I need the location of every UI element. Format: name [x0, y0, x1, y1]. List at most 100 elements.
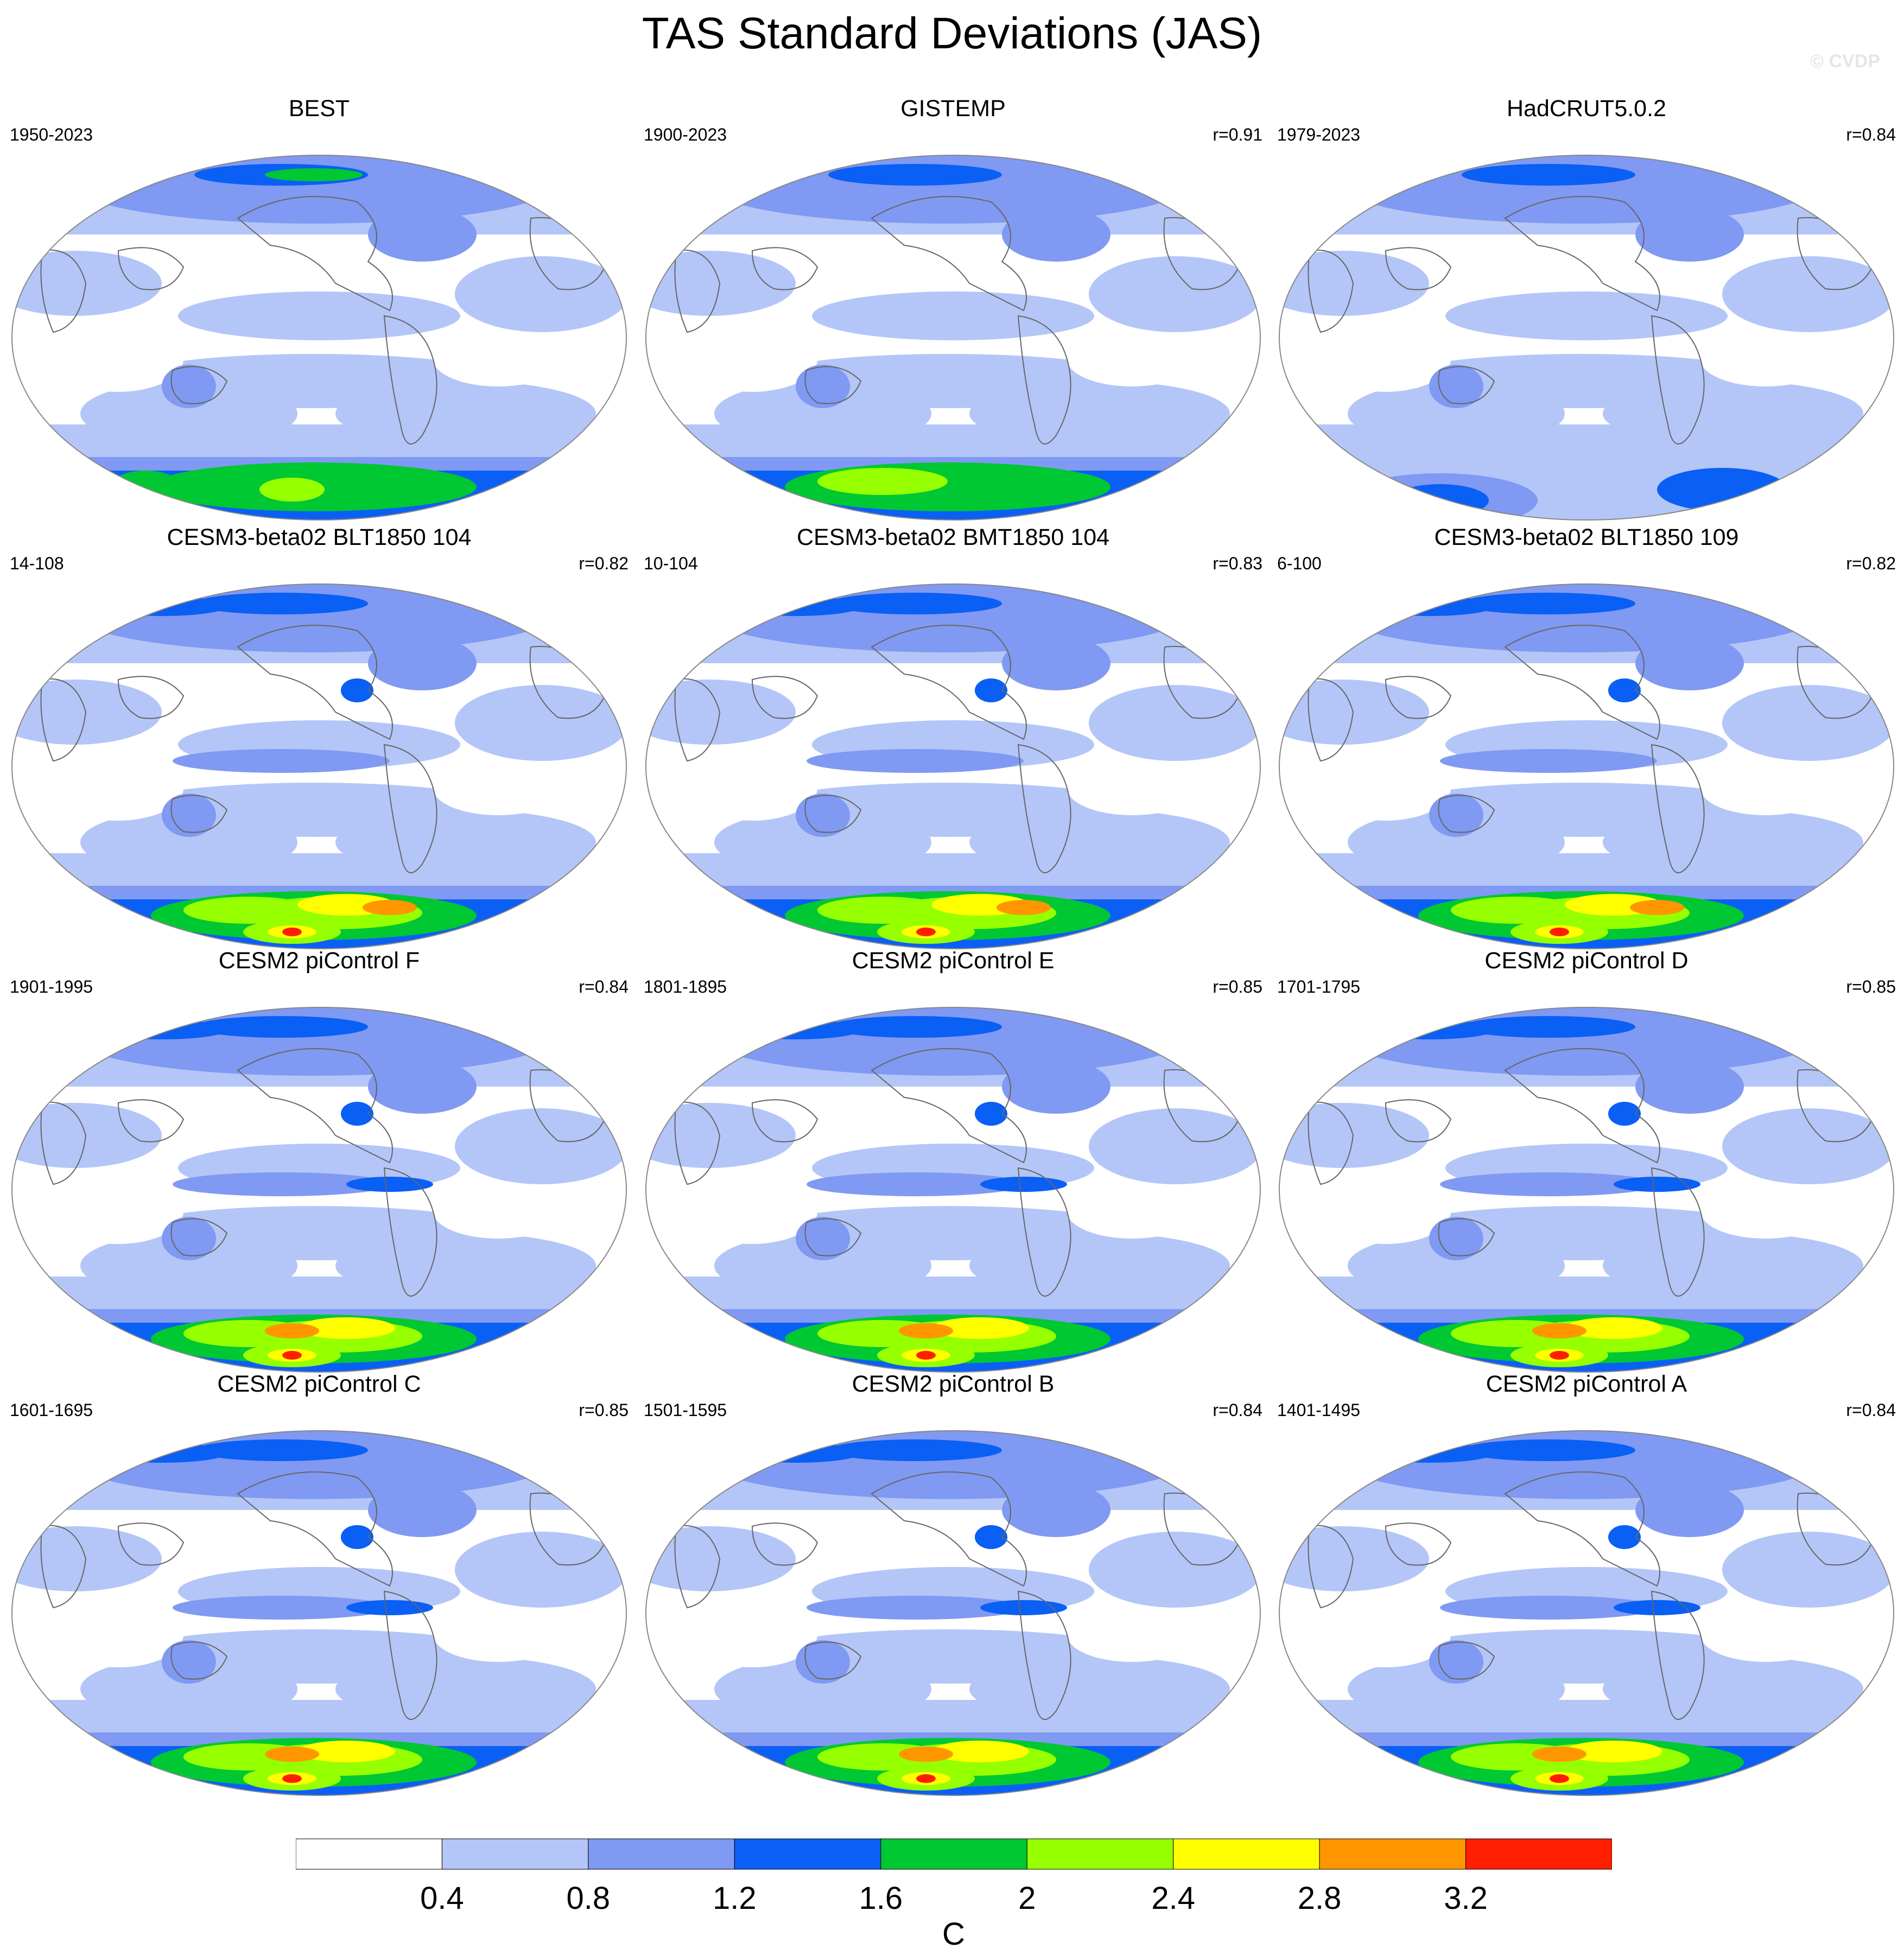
continent-outline: [383, 744, 437, 873]
field-blob: [194, 593, 368, 614]
continent-outline: [1651, 744, 1705, 873]
field-blob: [687, 1602, 817, 1667]
map-panel: CESM2 piControl D 1701-1795 r=0.85: [1277, 945, 1896, 1380]
field-blob: [1391, 484, 1489, 517]
field-blob: [1700, 332, 1831, 386]
figure-title: TAS Standard Deviations (JAS): [642, 9, 1262, 58]
panel-correlation: r=0.84: [1213, 1400, 1262, 1420]
panel-title: CESM2 piControl E: [852, 948, 1055, 974]
panel-years: 1979-2023: [1277, 125, 1361, 144]
field-blob: [194, 1439, 368, 1461]
map-panel: CESM2 piControl F 1901-1995 r=0.84: [10, 945, 629, 1380]
field-blob: [1002, 1059, 1110, 1114]
field-blob: [1462, 1016, 1635, 1038]
panel-correlation: r=0.84: [579, 977, 629, 996]
map-border: [11, 155, 627, 521]
field-blob: [1462, 1439, 1635, 1461]
field-blob: [433, 761, 563, 815]
colorbar-tick-label: 3.2: [1444, 1881, 1488, 1916]
field-blob: [1067, 761, 1197, 815]
field-blob: [341, 678, 373, 702]
field-blob: [975, 1525, 1007, 1549]
continent-outline: [117, 1522, 185, 1566]
field-blob: [368, 207, 477, 262]
field-blob: [731, 1020, 861, 1039]
map-panel: CESM2 piControl A 1401-1495 r=0.84: [1277, 1369, 1896, 1803]
field-blob: [1608, 1102, 1641, 1126]
world-map: [645, 155, 1261, 521]
field-blob: [1635, 207, 1744, 262]
panel-years: 1401-1495: [1277, 1400, 1361, 1420]
continent-outline: [40, 1101, 87, 1185]
panel-years: 10-104: [644, 554, 698, 573]
panel-years: 1901-1995: [10, 977, 93, 996]
map-border: [645, 1430, 1261, 1796]
colorbar-tick-label: 2.4: [1151, 1881, 1195, 1916]
panel-title: CESM3-beta02 BLT1850 104: [167, 524, 472, 550]
colorbar-tick-label: 1.2: [713, 1881, 757, 1916]
map-panel: GISTEMP 1900-2023 r=0.91: [644, 93, 1262, 528]
field-blob: [265, 1747, 319, 1762]
colorbar-bin: [1173, 1838, 1320, 1870]
panel-years: 1701-1795: [1277, 977, 1361, 996]
continent-outline: [1308, 249, 1354, 333]
panel-years: 1601-1695: [10, 1400, 93, 1420]
map-panel: CESM3-beta02 BLT1850 109 6-100 r=0.82: [1277, 522, 1896, 956]
field-blob: [97, 1443, 227, 1463]
continent-outline: [1385, 676, 1452, 719]
field-blob: [162, 1640, 216, 1684]
field-blob: [1635, 1483, 1744, 1537]
continent-outline: [871, 1471, 1027, 1587]
colorbar-bin: [441, 1838, 589, 1870]
field-blob: [455, 1532, 626, 1608]
map-border: [11, 583, 627, 949]
field-blob: [1462, 593, 1635, 614]
colorbar-bin: [734, 1838, 881, 1870]
field-blob: [1002, 1483, 1110, 1537]
field-blob: [1002, 636, 1110, 690]
field-blob: [341, 1102, 373, 1126]
field-blob: [368, 1483, 477, 1537]
field-blob: [1550, 1351, 1569, 1360]
field-blob: [916, 1774, 936, 1783]
continent-outline: [1017, 744, 1071, 873]
field-blob: [980, 1177, 1067, 1192]
world-map: [11, 155, 627, 521]
field-blob: [1565, 1741, 1662, 1762]
map-panel: CESM3-beta02 BLT1850 104 14-108 r=0.82: [10, 522, 629, 956]
field-blob: [975, 1102, 1007, 1126]
continent-outline: [1308, 678, 1354, 762]
field-blob: [259, 478, 325, 502]
continent-outline: [170, 1641, 228, 1680]
panel-years: 1501-1595: [644, 1400, 727, 1420]
field-blob: [1614, 1177, 1700, 1192]
field-blob: [1321, 1179, 1451, 1244]
panel-title: CESM2 piControl C: [217, 1371, 421, 1397]
colorbar-bin: [1026, 1838, 1174, 1870]
panel-correlation: r=0.85: [579, 1400, 629, 1420]
field-blob: [828, 593, 1002, 614]
field-blob: [1657, 468, 1787, 511]
field-blob: [1089, 256, 1260, 332]
field-blob: [1089, 1532, 1260, 1608]
field-blob: [931, 1741, 1029, 1762]
field-blob: [807, 1172, 1024, 1196]
colorbar-units: C: [942, 1916, 965, 1952]
continent-outline: [1504, 625, 1660, 740]
field-blob: [1440, 1596, 1657, 1620]
field-blob: [1429, 1217, 1483, 1260]
field-blob: [1700, 761, 1831, 815]
panel-title: CESM2 piControl A: [1486, 1371, 1687, 1397]
map-border: [1279, 583, 1894, 949]
continent-outline: [40, 678, 87, 762]
field-blob: [687, 327, 817, 392]
field-blob: [1722, 256, 1894, 332]
continent-outline: [804, 366, 862, 404]
field-blob: [828, 164, 1002, 186]
watermark: © CVDP: [1810, 51, 1880, 72]
map-border: [1279, 1430, 1894, 1796]
continent-outline: [383, 315, 437, 445]
field-blob: [1700, 1608, 1831, 1662]
field-blob: [341, 1525, 373, 1549]
colorbar-bin: [1465, 1838, 1612, 1870]
